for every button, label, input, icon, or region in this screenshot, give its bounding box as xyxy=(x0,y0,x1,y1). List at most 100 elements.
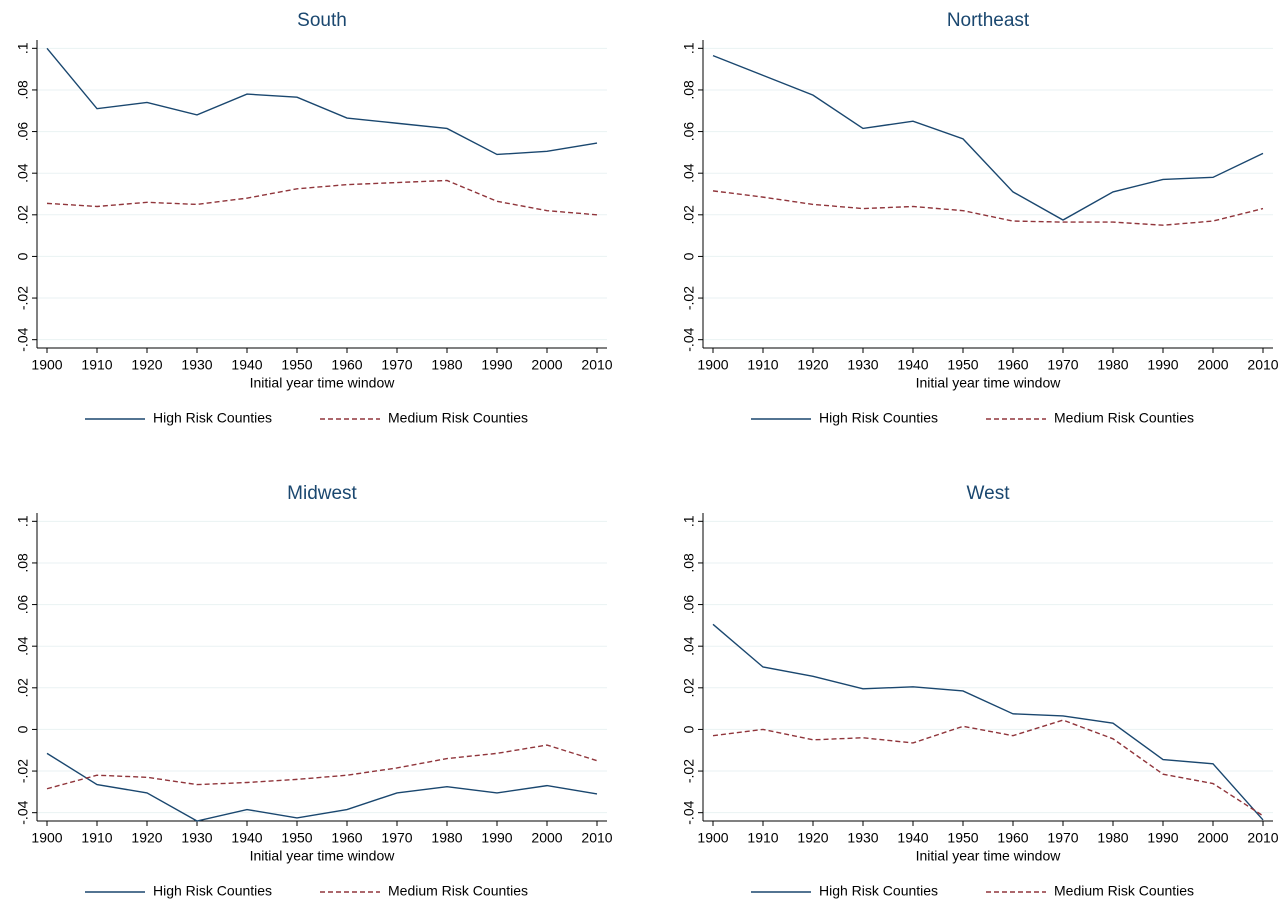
y-tick-label: 0 xyxy=(681,725,697,733)
x-tick-label: 1990 xyxy=(1147,830,1178,846)
y-tick-label: .02 xyxy=(681,678,697,698)
x-tick-label: 1980 xyxy=(431,357,462,373)
y-tick-label: .1 xyxy=(681,42,697,54)
legend-label: Medium Risk Counties xyxy=(388,883,528,899)
y-tick-label: .08 xyxy=(681,80,697,100)
legend-label: High Risk Counties xyxy=(819,410,938,426)
x-tick-label: 1970 xyxy=(1047,830,1078,846)
x-tick-label: 1910 xyxy=(81,357,112,373)
y-tick-label: -.02 xyxy=(15,759,31,783)
x-tick-label: 1970 xyxy=(381,830,412,846)
x-tick-label: 1950 xyxy=(947,830,978,846)
y-tick-label: .1 xyxy=(15,42,31,54)
y-tick-label: -.04 xyxy=(681,800,697,824)
y-tick-label: .08 xyxy=(15,553,31,573)
series-line xyxy=(46,47,598,156)
y-tick-label: -.04 xyxy=(15,800,31,824)
series-line xyxy=(46,752,598,822)
x-tick-label: 1910 xyxy=(747,357,778,373)
y-tick-label: .06 xyxy=(15,122,31,142)
y-tick-label: .08 xyxy=(681,553,697,573)
x-tick-label: 1980 xyxy=(1097,357,1128,373)
legend-label: Medium Risk Counties xyxy=(1054,883,1194,899)
x-tick-label: 1930 xyxy=(847,357,878,373)
x-tick-label: 1920 xyxy=(797,357,828,373)
y-tick-label: .06 xyxy=(681,122,697,142)
x-tick-label: 1970 xyxy=(381,357,412,373)
x-tick-label: 1940 xyxy=(231,357,262,373)
y-tick-label: .1 xyxy=(15,515,31,527)
y-tick-label: -.04 xyxy=(15,327,31,351)
x-tick-label: 1910 xyxy=(747,830,778,846)
x-tick-label: 1930 xyxy=(181,830,212,846)
series-line xyxy=(712,719,1264,817)
x-tick-label: 2000 xyxy=(531,357,562,373)
series-line xyxy=(712,623,1264,821)
y-tick-label: .08 xyxy=(15,80,31,100)
x-tick-label: 1920 xyxy=(797,830,828,846)
x-tick-label: 1930 xyxy=(181,357,212,373)
y-tick-label: -.04 xyxy=(681,327,697,351)
y-tick-label: -.02 xyxy=(681,286,697,310)
x-axis-label: Initial year time window xyxy=(916,375,1062,391)
x-tick-label: 2000 xyxy=(1197,830,1228,846)
y-tick-label: 0 xyxy=(15,725,31,733)
x-tick-label: 2010 xyxy=(581,830,612,846)
x-tick-label: 2000 xyxy=(1197,357,1228,373)
x-tick-label: 1960 xyxy=(331,830,362,846)
series-line xyxy=(46,179,598,216)
y-tick-label: .06 xyxy=(15,595,31,615)
y-tick-label: .02 xyxy=(15,205,31,225)
x-tick-label: 2010 xyxy=(1247,357,1278,373)
y-tick-label: -.02 xyxy=(15,286,31,310)
panel-title: West xyxy=(967,483,1011,504)
x-tick-label: 1980 xyxy=(1097,830,1128,846)
panel: Northeast -.04 -.02 0 .02 .04 .06 .08 .1 1900 1910… xyxy=(681,10,1279,426)
x-tick-label: 1940 xyxy=(897,357,928,373)
x-tick-label: 1920 xyxy=(131,357,162,373)
y-tick-label: .04 xyxy=(15,163,31,183)
x-tick-label: 1960 xyxy=(331,357,362,373)
panel-title: Midwest xyxy=(287,483,357,504)
y-tick-label: .06 xyxy=(681,595,697,615)
panel-title: South xyxy=(297,10,347,31)
x-tick-label: 1920 xyxy=(131,830,162,846)
x-tick-label: 2010 xyxy=(1247,830,1278,846)
x-axis-label: Initial year time window xyxy=(916,848,1062,864)
x-tick-label: 1940 xyxy=(897,830,928,846)
x-tick-label: 1950 xyxy=(281,830,312,846)
x-tick-label: 1990 xyxy=(481,830,512,846)
x-tick-label: 2000 xyxy=(531,830,562,846)
legend-label: High Risk Counties xyxy=(153,883,272,899)
y-tick-label: .02 xyxy=(15,678,31,698)
x-axis-label: Initial year time window xyxy=(250,375,396,391)
x-tick-label: 1940 xyxy=(231,830,262,846)
x-tick-label: 1900 xyxy=(697,357,728,373)
panel: Midwest -.04 -.02 0 .02 .04 .06 .08 .1 1900 1910 19… xyxy=(15,483,613,899)
x-tick-label: 1950 xyxy=(281,357,312,373)
x-tick-label: 2010 xyxy=(581,357,612,373)
x-tick-label: 1970 xyxy=(1047,357,1078,373)
y-tick-label: 0 xyxy=(681,252,697,260)
panel: South -.04 -.02 0 .02 .04 .06 .08 .1 1900 1910 1920… xyxy=(15,10,613,426)
x-tick-label: 1990 xyxy=(481,357,512,373)
x-tick-label: 1900 xyxy=(31,357,62,373)
x-tick-label: 1930 xyxy=(847,830,878,846)
y-tick-label: 0 xyxy=(15,252,31,260)
y-tick-label: .1 xyxy=(681,515,697,527)
series-line xyxy=(712,54,1264,221)
y-tick-label: .04 xyxy=(681,636,697,656)
legend-label: High Risk Counties xyxy=(153,410,272,426)
x-tick-label: 1990 xyxy=(1147,357,1178,373)
legend-label: Medium Risk Counties xyxy=(1054,410,1194,426)
x-tick-label: 1960 xyxy=(997,830,1028,846)
legend-label: High Risk Counties xyxy=(819,883,938,899)
panel: West -.04 -.02 0 .02 .04 .06 .08 .1 1900 1910 1920 1… xyxy=(681,483,1279,899)
x-tick-label: 1900 xyxy=(697,830,728,846)
x-tick-label: 1900 xyxy=(31,830,62,846)
y-tick-label: .04 xyxy=(681,163,697,183)
y-tick-label: .04 xyxy=(15,636,31,656)
panel-title: Northeast xyxy=(947,10,1030,31)
